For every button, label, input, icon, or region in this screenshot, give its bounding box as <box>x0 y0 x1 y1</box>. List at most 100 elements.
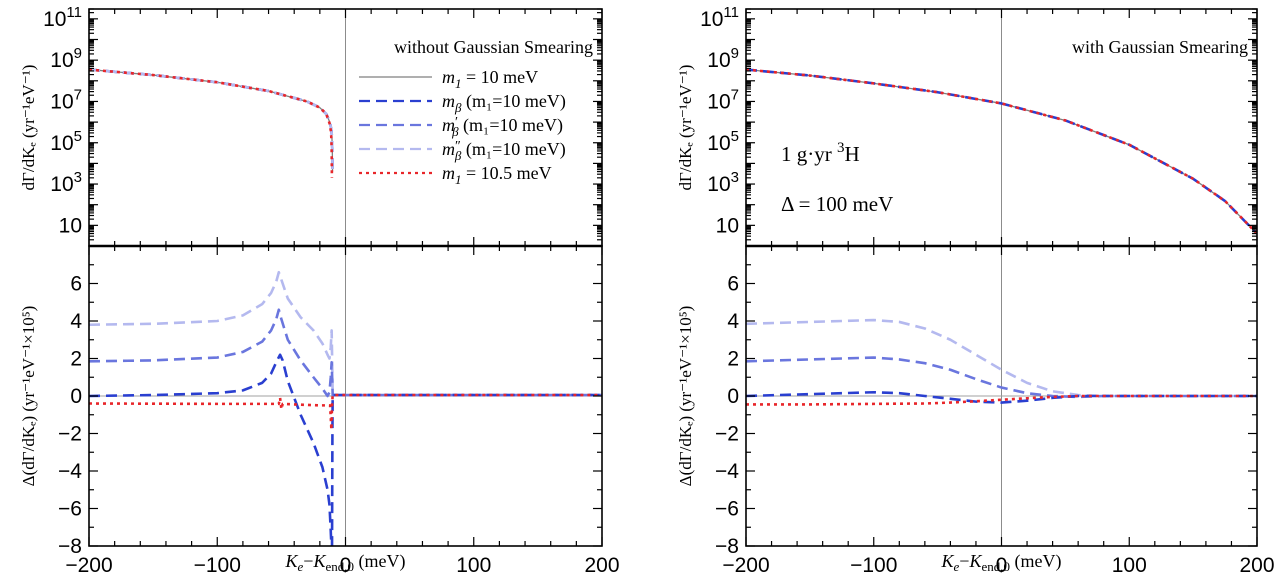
y-tick-label: 4 <box>70 310 82 333</box>
legend-label-mbp: m′ β (m₁=10 meV) <box>442 115 563 139</box>
bottom-y-axis-label: Δ(dΓ/dKₑ) (yr⁻¹eV⁻¹×10⁵) <box>676 306 695 487</box>
xlabel-unit: (meV) <box>354 551 405 572</box>
y-tick-label: 103 <box>50 169 82 196</box>
y-tick-label: 6 <box>727 273 739 296</box>
legend-suffix: (m₁=10 meV) <box>461 91 565 112</box>
x-tick-label: −100 <box>194 554 241 574</box>
legend-subscript: 1 <box>455 76 462 91</box>
xlabel-subscript: end,0 <box>325 559 354 574</box>
y-tick-label: 6 <box>70 273 82 296</box>
legend-suffix: (m₁=10 meV) <box>461 139 565 160</box>
legend-label-mbpp: m″ β (m₁=10 meV) <box>442 139 566 163</box>
y-tick-base: 10 <box>700 8 723 31</box>
annotation-1: Δ = 100 meV <box>781 192 893 216</box>
y-tick-exponent: 7 <box>731 86 739 103</box>
y-tick-base: 10 <box>50 49 73 72</box>
top-y-axis-label: dΓ/dKₑ (yr⁻¹eV⁻¹) <box>676 65 695 191</box>
y-tick-base: 10 <box>50 173 73 196</box>
y-tick-label: 1011 <box>700 4 739 31</box>
bottom-series-mbp <box>89 308 602 398</box>
xlabel-minus: − <box>959 551 969 571</box>
y-tick-exponent: 9 <box>731 45 739 62</box>
y-tick-base: 10 <box>43 8 66 31</box>
y-tick-label: −6 <box>58 498 82 521</box>
y-tick-label: 105 <box>50 128 82 155</box>
legend-label-mb: mβ (m₁=10 meV) <box>442 91 566 115</box>
xlabel-symbol: K <box>941 551 955 571</box>
y-tick-base: 10 <box>50 90 73 113</box>
bottom-series-m105 <box>746 394 1257 406</box>
x-tick-label: −200 <box>722 554 769 574</box>
y-tick-label: −8 <box>58 535 82 558</box>
legend-suffix: (m₁=10 meV) <box>459 115 563 136</box>
y-tick-exponent: 11 <box>66 4 82 21</box>
xlabel-subscript: end,0 <box>981 559 1010 574</box>
y-tick-label: −6 <box>715 498 739 521</box>
xlabel-symbol: K <box>285 551 299 571</box>
legend-symbol: m <box>442 139 455 159</box>
y-tick-label: 0 <box>727 385 739 408</box>
legend-suffix: = 10.5 meV <box>462 163 552 183</box>
legend-subscript: 1 <box>455 172 462 187</box>
bottom-series-group <box>89 270 602 546</box>
y-tick-exponent: 3 <box>731 169 739 186</box>
x-axis-label: Ke−Kend,0 (meV) <box>941 551 1062 574</box>
y-tick-label: 109 <box>50 45 82 72</box>
bottom-series-mbpp <box>89 270 602 397</box>
y-tick-exponent: 5 <box>74 128 82 145</box>
y-tick-base: 10 <box>59 214 82 237</box>
top-series-group <box>746 68 1257 235</box>
x-axis-label: Ke−Kend,0 (meV) <box>285 551 406 574</box>
y-tick-label: 4 <box>727 310 739 333</box>
x-tick-label: 100 <box>456 554 491 574</box>
x-tick-label: 0 <box>340 554 352 574</box>
legend-subscript: β <box>454 100 462 115</box>
xlabel-symbol: K <box>968 551 982 571</box>
panel-annotation: without Gaussian Smearing <box>394 37 593 57</box>
y-tick-base: 10 <box>716 214 739 237</box>
bottom-series-mb <box>746 390 1257 404</box>
y-tick-label: 10 <box>716 214 739 237</box>
xlabel-minus: − <box>303 551 313 571</box>
xlabel-unit: (meV) <box>1010 551 1061 572</box>
y-tick-label: 107 <box>50 86 82 113</box>
top-y-axis-label: dΓ/dKₑ (yr⁻¹eV⁻¹) <box>19 65 38 191</box>
annotation-text: Δ = 100 meV <box>781 192 893 216</box>
top-series-m1 <box>89 68 334 172</box>
legend-subscript: β <box>454 148 462 163</box>
legend-prime: ′ <box>455 115 458 130</box>
x-tick-label: 0 <box>996 554 1008 574</box>
bottom-series-mb <box>89 353 602 546</box>
legend-symbol: m <box>442 163 455 183</box>
y-tick-label: −4 <box>58 460 82 483</box>
x-tick-label: 200 <box>1239 554 1274 574</box>
y-tick-exponent: 3 <box>74 169 82 186</box>
legend-symbol: m <box>442 91 455 111</box>
xlabel-symbol: K <box>312 551 326 571</box>
y-tick-label: 109 <box>707 45 739 72</box>
x-tick-label: −200 <box>65 554 112 574</box>
x-tick-label: 200 <box>584 554 619 574</box>
panel-annotation: with Gaussian Smearing <box>1072 37 1248 57</box>
y-tick-exponent: 7 <box>74 86 82 103</box>
bottom-y-axis-label: Δ(dΓ/dKₑ) (yr⁻¹eV⁻¹×10⁵) <box>19 306 38 487</box>
y-tick-label: −2 <box>58 423 82 446</box>
y-tick-base: 10 <box>50 132 73 155</box>
annotation-0: 1 g·yr 3H <box>781 140 860 166</box>
y-tick-base: 10 <box>707 90 730 113</box>
bottom-series-group <box>746 318 1257 406</box>
y-tick-label: 103 <box>707 169 739 196</box>
x-tick-label: 100 <box>1112 554 1147 574</box>
legend-suffix: = 10 meV <box>462 67 539 87</box>
top-series-mb <box>89 68 334 172</box>
y-tick-exponent: 9 <box>74 45 82 62</box>
bottom-series-mbp <box>746 356 1257 399</box>
y-tick-label: 1011 <box>43 4 82 31</box>
legend-prime: ″ <box>455 139 461 154</box>
y-tick-label: 107 <box>707 86 739 113</box>
legend-symbol: m <box>442 67 455 87</box>
annotation-text: H <box>845 142 860 166</box>
y-tick-base: 10 <box>707 49 730 72</box>
